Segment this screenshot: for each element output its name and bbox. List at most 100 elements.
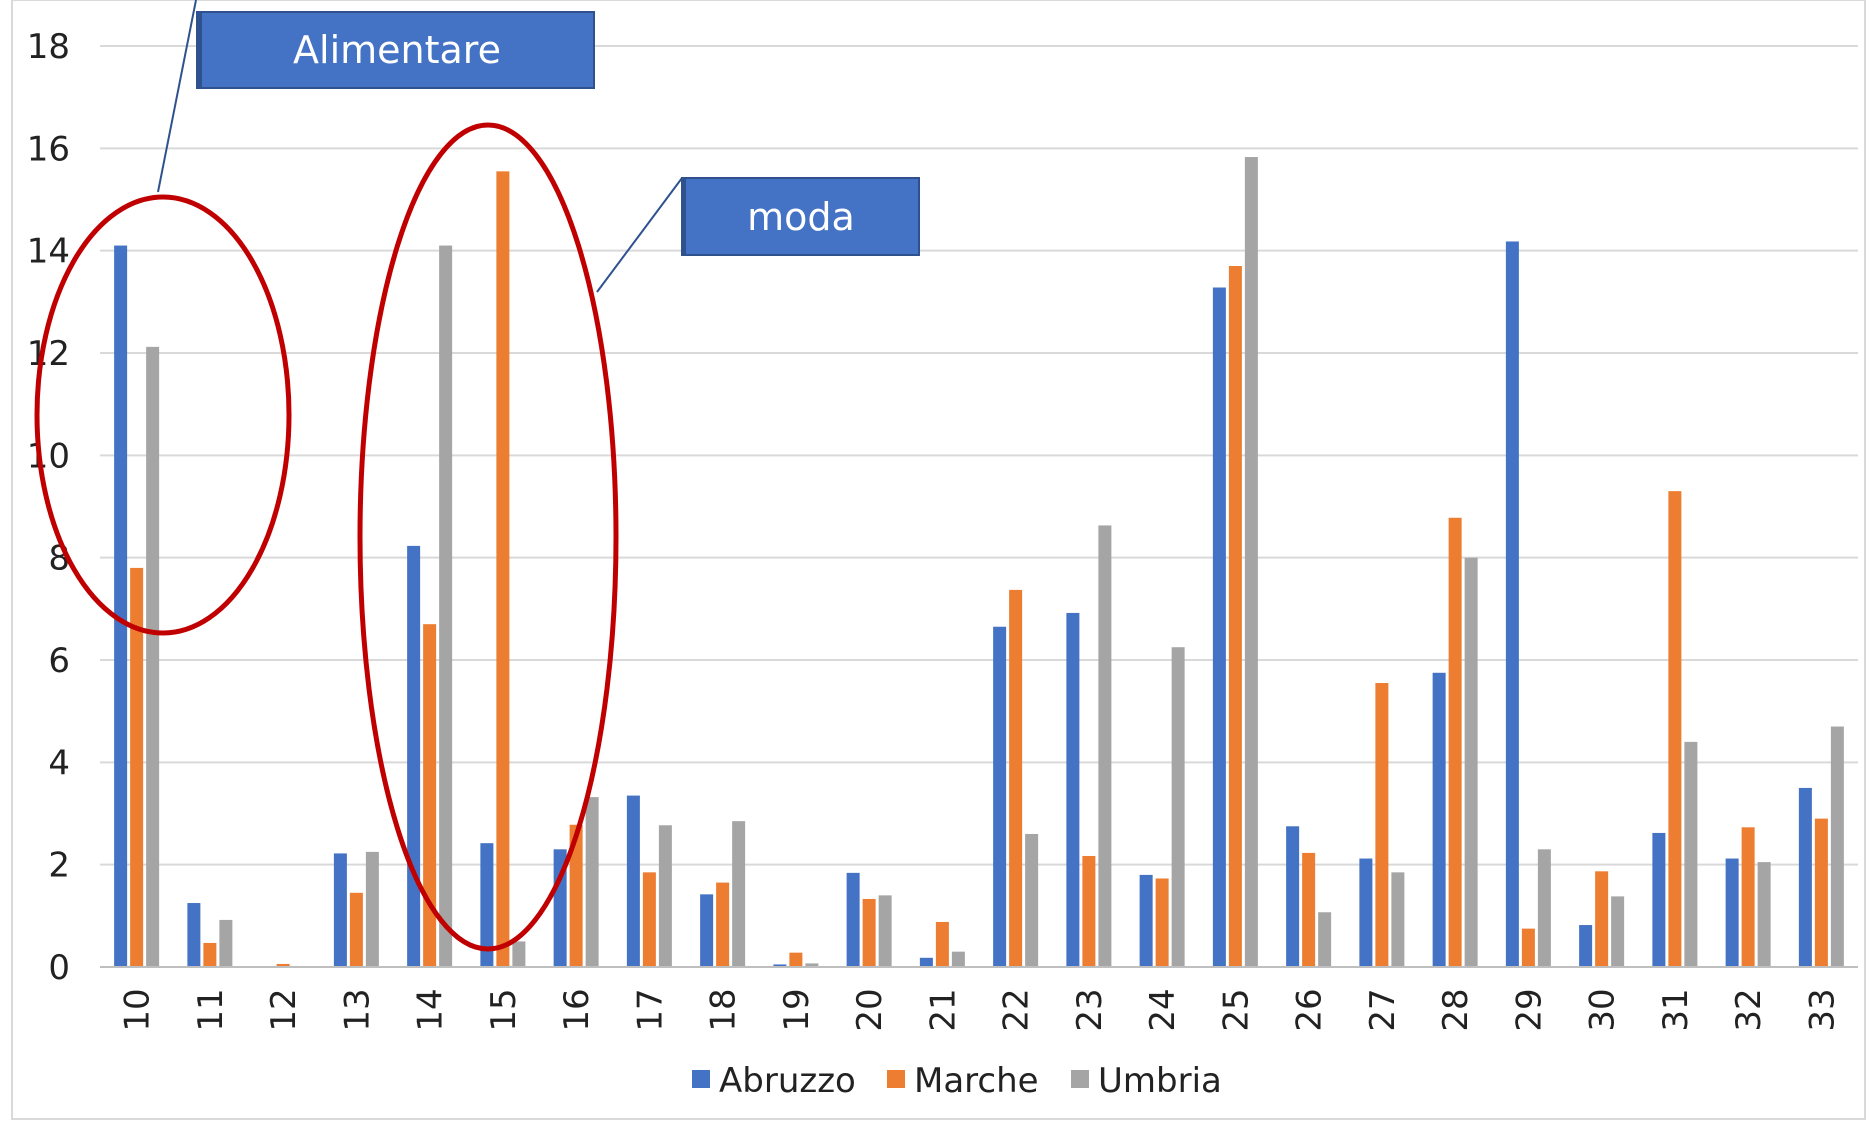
bar-umbria-17: [658, 825, 672, 967]
bar-abruzzo-13: [333, 853, 347, 967]
x-tick-label: 29: [1509, 988, 1549, 1031]
bar-marche-20: [862, 898, 876, 967]
y-tick-label: 6: [48, 641, 70, 681]
y-tick-label: 0: [48, 948, 70, 988]
bar-abruzzo-18: [700, 894, 714, 967]
x-tick-label: 30: [1583, 988, 1623, 1031]
bars: [114, 157, 1844, 968]
bar-umbria-11: [219, 919, 233, 967]
legend-label-umbria: Umbria: [1098, 1061, 1222, 1101]
y-tick-label: 16: [27, 129, 70, 169]
x-tick-label: 24: [1143, 988, 1183, 1031]
x-tick-label: 21: [923, 988, 963, 1031]
bar-marche-13: [349, 892, 363, 967]
bar-umbria-21: [951, 951, 965, 967]
x-tick-label: 17: [630, 988, 670, 1031]
bar-umbria-30: [1611, 896, 1625, 967]
y-tick-label: 18: [27, 27, 70, 67]
x-tick-label: 19: [777, 988, 817, 1031]
gridlines: [100, 45, 1858, 866]
bar-marche-31: [1668, 491, 1682, 967]
bar-abruzzo-25: [1212, 287, 1226, 967]
bar-marche-17: [642, 872, 656, 967]
annotation-leader-moda: [596, 177, 683, 293]
bar-marche-25: [1228, 266, 1242, 967]
bar-umbria-10: [146, 346, 160, 967]
bar-umbria-22: [1025, 833, 1039, 967]
bar-marche-30: [1595, 871, 1609, 967]
bar-umbria-23: [1098, 525, 1112, 967]
bar-abruzzo-30: [1579, 925, 1593, 967]
bar-marche-10: [130, 567, 144, 967]
bar-umbria-16: [585, 797, 599, 967]
x-tick-label: 13: [337, 988, 377, 1031]
legend-label-abruzzo: Abruzzo: [719, 1061, 856, 1101]
bar-abruzzo-33: [1798, 787, 1812, 967]
x-tick-label: 26: [1290, 988, 1330, 1031]
y-tick-label: 4: [48, 743, 70, 783]
bar-abruzzo-10: [114, 245, 128, 968]
bar-abruzzo-28: [1432, 672, 1446, 967]
bar-abruzzo-31: [1652, 832, 1666, 967]
bar-abruzzo-21: [919, 957, 933, 967]
bar-marche-21: [935, 921, 949, 967]
bar-umbria-13: [365, 851, 379, 968]
bar-marche-23: [1082, 855, 1096, 967]
bar-marche-29: [1521, 928, 1535, 968]
bar-marche-12: [276, 963, 290, 967]
bar-abruzzo-26: [1286, 826, 1300, 967]
bar-marche-16: [569, 824, 583, 967]
annotation-ellipse-alimentare: [34, 194, 292, 636]
bar-abruzzo-20: [846, 872, 860, 967]
bar-umbria-28: [1464, 557, 1478, 967]
bar-umbria-27: [1391, 872, 1405, 967]
bar-marche-22: [1009, 589, 1023, 967]
bar-marche-15: [496, 171, 510, 968]
bar-marche-27: [1375, 683, 1389, 967]
x-tick-label: 16: [557, 988, 597, 1031]
callout-alimentare-text: Alimentare: [293, 28, 501, 72]
bar-abruzzo-32: [1725, 858, 1739, 967]
x-tick-label: 11: [191, 988, 231, 1031]
bar-umbria-26: [1318, 912, 1332, 967]
bar-umbria-15: [512, 941, 526, 967]
x-tick-label: 15: [484, 988, 524, 1031]
bar-umbria-24: [1171, 647, 1185, 967]
bar-umbria-29: [1537, 849, 1551, 967]
x-tick-label: 33: [1802, 988, 1842, 1031]
x-tick-label: 31: [1656, 988, 1696, 1031]
y-tick-label: 14: [27, 232, 70, 272]
bar-abruzzo-29: [1505, 241, 1519, 967]
annotation-ellipse-moda: [357, 122, 619, 952]
bar-umbria-14: [439, 245, 453, 968]
legend-swatch-abruzzo: [692, 1070, 710, 1088]
callout-alimentare: Alimentare: [196, 11, 595, 89]
bar-umbria-33: [1830, 726, 1844, 967]
legend-swatch-umbria: [1071, 1070, 1089, 1088]
bar-abruzzo-15: [480, 843, 494, 967]
x-tick-label: 10: [118, 988, 158, 1031]
bar-marche-33: [1814, 818, 1828, 967]
legend: Abruzzo Marche Umbria: [692, 1061, 1222, 1101]
bar-abruzzo-11: [187, 903, 201, 967]
bar-umbria-20: [878, 895, 892, 967]
bar-abruzzo-27: [1359, 858, 1373, 967]
x-tick-label: 12: [264, 988, 304, 1031]
x-tick-label: 27: [1363, 988, 1403, 1031]
bar-umbria-31: [1684, 741, 1698, 967]
bar-marche-24: [1155, 878, 1169, 967]
bar-marche-32: [1741, 827, 1755, 967]
y-tick-label: 2: [48, 846, 70, 886]
bar-marche-28: [1448, 517, 1462, 967]
bar-abruzzo-24: [1139, 874, 1153, 967]
x-tick-label: 23: [1070, 988, 1110, 1031]
x-tick-label: 25: [1216, 988, 1256, 1031]
bar-marche-19: [789, 952, 803, 967]
bar-umbria-25: [1244, 157, 1258, 967]
x-tick-label: 14: [411, 988, 451, 1031]
bar-marche-18: [716, 882, 730, 967]
y-tick-label: 12: [27, 334, 70, 374]
legend-label-marche: Marche: [914, 1061, 1039, 1101]
x-tick-label: 20: [850, 988, 890, 1031]
